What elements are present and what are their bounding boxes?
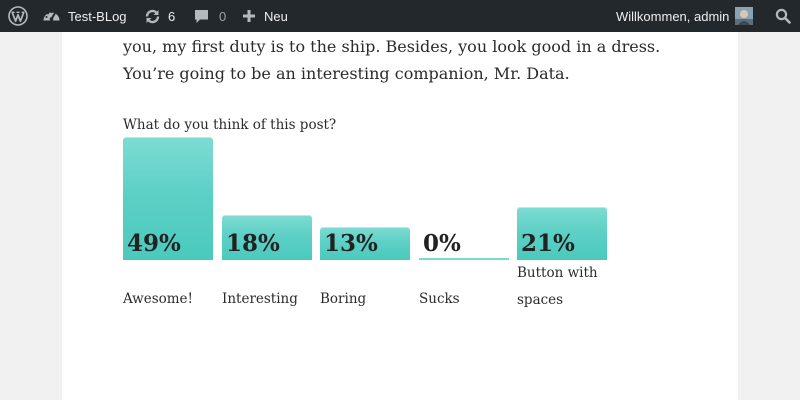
poll-option-awesome[interactable]: Awesome! [123, 291, 193, 307]
poll-option-button-with-spaces[interactable]: Button with spaces [517, 265, 598, 308]
poll-option-boring[interactable]: Boring [320, 291, 367, 307]
poll-bar-interesting[interactable] [222, 215, 312, 260]
my-account-menu[interactable]: Willkommen, admin [616, 0, 754, 32]
updates-count: 6 [168, 8, 176, 24]
post-content: you, my first duty is to the ship. Besid… [62, 32, 738, 400]
updates-icon [144, 8, 161, 25]
poll-percent-button-with-spaces: 21% [521, 230, 575, 257]
plus-icon [242, 9, 256, 23]
site-name-label: Test-BLog [68, 8, 127, 24]
comments-menu[interactable]: 0 [193, 0, 226, 32]
poll-percent-sucks: 0% [423, 230, 461, 257]
poll-percent-boring: 13% [324, 230, 378, 257]
search-icon[interactable] [775, 0, 791, 32]
poll-percent-interesting: 18% [226, 230, 280, 257]
avatar [735, 7, 754, 25]
comments-icon [193, 8, 210, 25]
site-name-menu[interactable]: Test-BLog [42, 0, 127, 32]
greeting-label: Willkommen, admin [616, 8, 730, 24]
poll-bar-boring[interactable] [320, 227, 410, 260]
poll-bar-awesome[interactable] [123, 137, 213, 260]
new-label: Neu [264, 8, 288, 24]
wordpress-logo-icon[interactable] [8, 0, 28, 32]
poll-question: What do you think of this post? [123, 117, 337, 133]
poll-bar-button-with-spaces[interactable] [517, 207, 607, 260]
updates-menu[interactable]: 6 [144, 0, 175, 32]
comments-count: 0 [219, 8, 227, 24]
poll-option-interesting[interactable]: Interesting [222, 291, 298, 307]
dashboard-icon [42, 7, 61, 25]
new-content-menu[interactable]: Neu [242, 0, 288, 32]
poll-option-sucks[interactable]: Sucks [419, 291, 460, 307]
poll-percent-awesome: 49% [127, 230, 181, 257]
post-text-line-2: You’re going to be an interesting compan… [123, 64, 570, 83]
post-text-line-1: you, my first duty is to the ship. Besid… [123, 37, 661, 56]
poll-bar-sucks[interactable] [419, 258, 509, 260]
admin-bar: Test-BLog 6 0 Neu Willkommen, [0, 0, 800, 32]
